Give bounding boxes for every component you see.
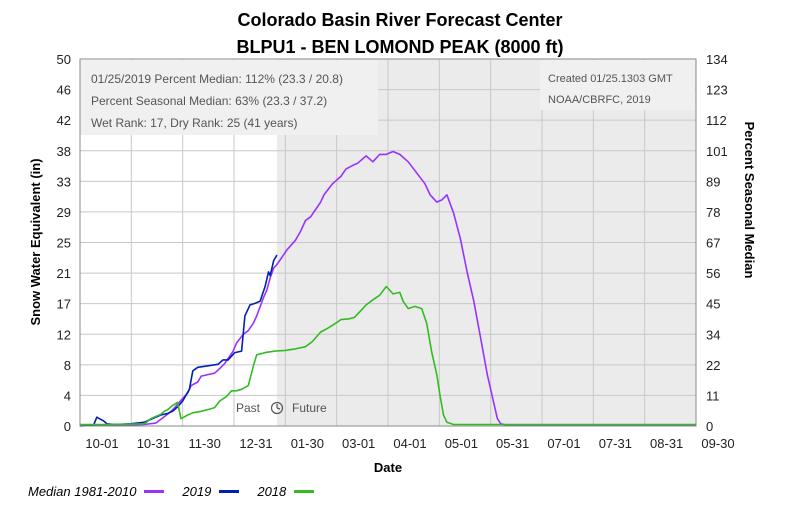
chart-subtitle: BLPU1 - BEN LOMOND PEAK (8000 ft) — [236, 37, 563, 57]
legend: Median 1981-2010 2019 2018 — [28, 484, 332, 499]
legend-2018-label: 2018 — [257, 484, 287, 499]
x-tick-label: 05-31 — [496, 436, 529, 451]
y-tick-label: 17 — [57, 297, 71, 312]
y2-tick-label: 112 — [706, 113, 727, 128]
y-tick-label: 0 — [64, 419, 71, 434]
x-tick-label: 09-30 — [701, 436, 734, 451]
y2-tick-label: 0 — [706, 419, 713, 434]
y2-tick-label: 89 — [706, 174, 720, 189]
x-tick-label: 01-30 — [291, 436, 324, 451]
x-tick-label: 11-30 — [189, 436, 221, 451]
y-tick-label: 25 — [57, 236, 71, 251]
y2-tick-label: 34 — [706, 327, 720, 342]
y2-tick-label: 22 — [706, 358, 720, 373]
y2-tick-label: 67 — [706, 236, 720, 251]
legend-2019-swatch — [219, 490, 240, 493]
created-box — [540, 60, 695, 110]
future-label: Future — [292, 401, 327, 415]
y-tick-label: 21 — [57, 266, 71, 281]
y-tick-label: 12 — [57, 327, 71, 342]
legend-2019: 2019 — [182, 484, 240, 499]
info-created: Created 01/25.1303 GMT — [548, 73, 673, 85]
legend-2019-label: 2019 — [182, 484, 212, 499]
y-tick-label: 38 — [57, 144, 71, 159]
y2-tick-label: 134 — [706, 52, 728, 67]
x-tick-label: 08-31 — [650, 436, 683, 451]
y-axis-label: Snow Water Equivalent (in) — [28, 158, 43, 325]
y2-tick-label: 101 — [706, 144, 728, 159]
legend-2018: 2018 — [257, 484, 315, 499]
y2-tick-label: 56 — [706, 266, 720, 281]
x-tick-label: 12-31 — [239, 436, 272, 451]
y2-tick-label: 78 — [706, 205, 720, 220]
y-tick-label: 46 — [57, 83, 71, 98]
past-label: Past — [236, 401, 261, 415]
plot-frame — [79, 58, 697, 427]
x-tick-label: 10-31 — [137, 436, 170, 451]
chart-title: Colorado Basin River Forecast Center — [237, 10, 562, 30]
y2-tick-label: 11 — [706, 388, 720, 403]
legend-median: Median 1981-2010 — [28, 484, 165, 499]
y-axis-ticks: 0 4 8 12 17 21 25 29 33 38 42 46 50 — [57, 52, 71, 434]
series-line-median-1981-2010 — [80, 150, 696, 427]
x-axis-ticks: 10-01 10-31 11-30 12-31 01-30 03-01 04-01 05-01… — [85, 436, 734, 451]
y-tick-label: 29 — [57, 205, 71, 220]
y2-tick-label: 123 — [706, 83, 728, 98]
x-tick-label: 04-01 — [393, 436, 426, 451]
clock-icon — [270, 401, 284, 415]
x-tick-label: 03-01 — [342, 436, 375, 451]
x-tick-label: 07-01 — [547, 436, 580, 451]
legend-2018-swatch — [294, 490, 315, 493]
y-tick-label: 8 — [64, 358, 71, 373]
y2-tick-label: 45 — [706, 297, 720, 312]
x-axis-label: Date — [374, 460, 402, 475]
y2-axis-ticks: 0 11 22 34 45 56 67 78 89 101 112 123 134 — [706, 52, 728, 434]
info-rank: Wet Rank: 17, Dry Rank: 25 (41 years) — [91, 116, 298, 130]
series-layer — [79, 150, 696, 427]
info-percent-median: 01/25/2019 Percent Median: 112% (23.3 / … — [91, 72, 343, 86]
legend-median-swatch — [144, 490, 165, 493]
y-tick-label: 33 — [57, 174, 71, 189]
y2-axis-label: Percent Seasonal Median — [742, 122, 757, 279]
legend-median-label: Median 1981-2010 — [28, 484, 137, 499]
x-tick-label: 10-01 — [85, 436, 118, 451]
y-tick-label: 42 — [57, 113, 71, 128]
info-seasonal-median: Percent Seasonal Median: 63% (23.3 / 37.… — [91, 94, 327, 108]
x-tick-label: 05-01 — [445, 436, 478, 451]
info-agency: NOAA/CBRFC, 2019 — [548, 94, 651, 106]
y-tick-label: 50 — [57, 52, 71, 67]
info-box — [80, 60, 378, 135]
x-tick-label: 07-31 — [599, 436, 632, 451]
series-line-2018 — [80, 285, 696, 426]
y-tick-label: 4 — [64, 388, 71, 403]
